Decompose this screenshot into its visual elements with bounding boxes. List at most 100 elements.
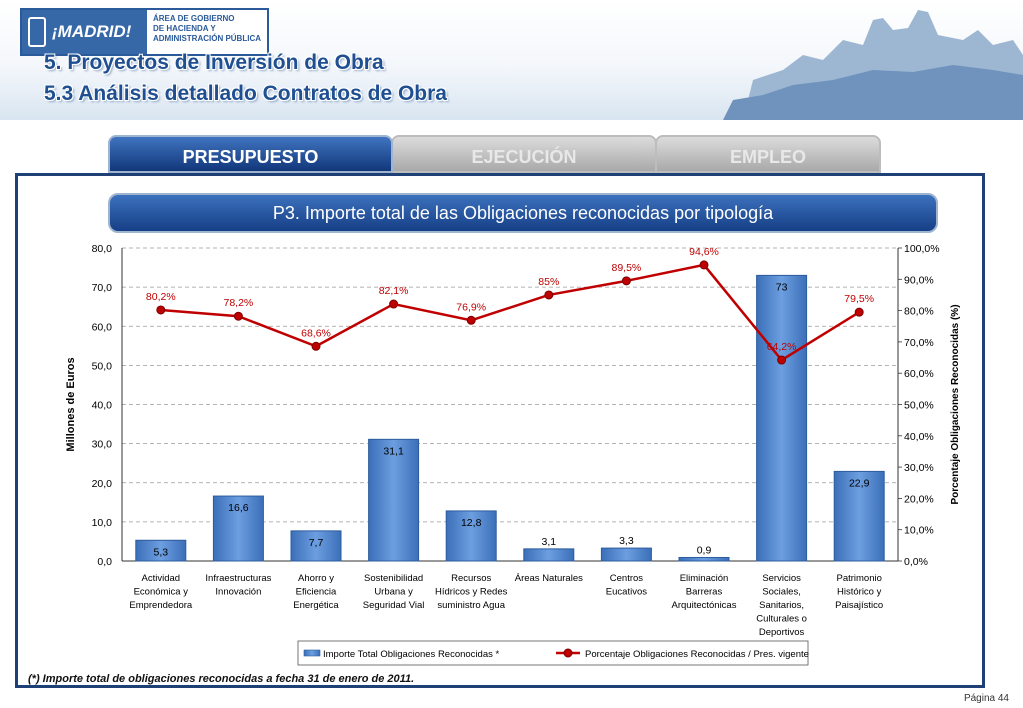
y-right-tick-label: 20,0%: [904, 493, 934, 505]
x-tick-label: Histórico y: [837, 587, 882, 598]
section-title: 5. Proyectos de Inversión de Obra: [44, 51, 384, 74]
footnote: (*) Importe total de obligaciones recono…: [28, 673, 415, 685]
line-value-label: 76,9%: [456, 301, 486, 313]
line-point: [699, 260, 709, 270]
bar-value-label: 0,9: [697, 544, 712, 556]
line-value-label: 82,1%: [379, 285, 409, 297]
bar-value-label: 3,3: [619, 535, 634, 547]
x-tick-label: Innovación: [215, 587, 261, 598]
y-tick-label: 20,0: [92, 478, 113, 490]
line-value-label: 68,6%: [301, 327, 331, 339]
x-tick-label: Ahorro y: [298, 573, 334, 584]
legend-box: [297, 640, 809, 666]
line-point: [233, 311, 243, 321]
x-tick-label: Culturales o: [756, 614, 807, 625]
y-tick-label: 80,0: [92, 243, 113, 255]
legend-line-marker: [563, 648, 573, 658]
madrid-skyline-image: [723, 10, 1023, 120]
y-axis-title: Millones de Euros: [65, 357, 77, 451]
y-tick-label: 0,0: [97, 556, 112, 568]
bar-value-label: 16,6: [228, 502, 249, 514]
legend-bar-swatch: [303, 649, 321, 657]
x-tick-label: Hídricos y Redes: [435, 587, 508, 598]
chart-panel: [15, 173, 985, 688]
x-tick-label: Actividad: [142, 573, 181, 584]
bar: [135, 539, 187, 562]
x-tick-label: Sostenibilidad: [364, 573, 423, 584]
tab-bar: EMPLEO EJECUCIÓN PRESUPUESTO: [108, 135, 883, 175]
bar-value-label: 5,3: [153, 546, 168, 558]
tab-empleo[interactable]: EMPLEO: [655, 135, 881, 173]
chart-title: P3. Importe total de las Obligaciones re…: [108, 193, 938, 233]
y-right-tick-label: 30,0%: [904, 462, 934, 474]
y-right-tick-label: 100,0%: [904, 243, 940, 255]
line-value-label: 78,2%: [224, 297, 254, 309]
y-tick-label: 60,0: [92, 321, 113, 333]
bar: [445, 510, 497, 562]
legend-label-bars: Importe Total Obligaciones Reconocidas *: [323, 649, 500, 660]
x-tick-label: Servicios: [762, 573, 801, 584]
line-point: [389, 299, 399, 309]
y-right-tick-label: 10,0%: [904, 525, 934, 537]
header-banner: ¡MADRID! ÁREA DE GOBIERNO DE HACIENDA Y …: [0, 0, 1023, 120]
x-tick-label: Urbana y: [374, 587, 413, 598]
line-value-label: 79,5%: [844, 293, 874, 305]
bar: [368, 438, 420, 562]
x-tick-label: Eliminación: [680, 573, 729, 584]
x-tick-label: Centros: [610, 573, 644, 584]
line-point: [311, 341, 321, 351]
y-right-tick-label: 40,0%: [904, 431, 934, 443]
y-right-tick-label: 90,0%: [904, 274, 934, 286]
legend-label-line: Porcentaje Obligaciones Reconocidas / Pr…: [585, 649, 809, 660]
tab-presupuesto[interactable]: PRESUPUESTO: [108, 135, 393, 173]
y-right-tick-label: 60,0%: [904, 368, 934, 380]
madrid-crest-icon: [28, 17, 46, 47]
x-tick-label: Eucativos: [606, 587, 647, 598]
bar-value-label: 12,8: [461, 517, 482, 529]
line-point: [777, 355, 787, 365]
bar: [756, 274, 808, 562]
line-point: [156, 305, 166, 315]
line-value-label: 85%: [538, 276, 559, 288]
bar-value-label: 22,9: [849, 477, 870, 489]
bar: [678, 556, 730, 562]
y-right-tick-label: 70,0%: [904, 337, 934, 349]
y-right-tick-label: 80,0%: [904, 306, 934, 318]
line-value-label: 80,2%: [146, 291, 176, 303]
x-tick-label: Económica y: [134, 587, 189, 598]
y-right-axis-title: Porcentaje Obligaciones Reconocidas (%): [950, 304, 961, 504]
bar-value-label: 73: [776, 281, 788, 293]
y-tick-label: 50,0: [92, 360, 113, 372]
line-value-label: 89,5%: [612, 262, 642, 274]
x-tick-label: Eficiencia: [296, 587, 337, 598]
y-tick-label: 70,0: [92, 282, 113, 294]
line-value-label: 64,2%: [767, 341, 797, 353]
y-tick-label: 10,0: [92, 517, 113, 529]
x-tick-label: Paisajístico: [835, 600, 883, 611]
x-tick-label: Sanitarios,: [759, 600, 804, 611]
bar: [833, 470, 885, 562]
y-right-tick-label: 50,0%: [904, 400, 934, 412]
line-point: [621, 276, 631, 286]
subsection-title: 5.3 Análisis detallado Contratos de Obra: [44, 82, 447, 105]
bar-value-label: 3,1: [541, 536, 556, 548]
x-tick-label: Áreas Naturales: [515, 573, 583, 584]
percentage-line: [160, 263, 860, 362]
x-tick-label: Arquitectónicas: [672, 600, 737, 611]
x-tick-label: suministro Agua: [437, 600, 505, 611]
line-point: [544, 290, 554, 300]
y-tick-label: 30,0: [92, 439, 113, 451]
page-number: Página 44: [963, 693, 1009, 704]
x-tick-label: Patrimonio: [836, 573, 881, 584]
y-right-tick-label: 0,0%: [904, 556, 928, 568]
line-point: [466, 315, 476, 325]
x-tick-label: Deportivos: [759, 627, 805, 638]
tab-ejecucion[interactable]: EJECUCIÓN: [391, 135, 657, 173]
x-tick-label: Barreras: [686, 587, 723, 598]
x-tick-label: Recursos: [451, 573, 491, 584]
bar: [523, 548, 575, 562]
x-tick-label: Sociales,: [762, 587, 801, 598]
line-value-label: 94,6%: [689, 246, 719, 258]
bar: [600, 547, 652, 562]
